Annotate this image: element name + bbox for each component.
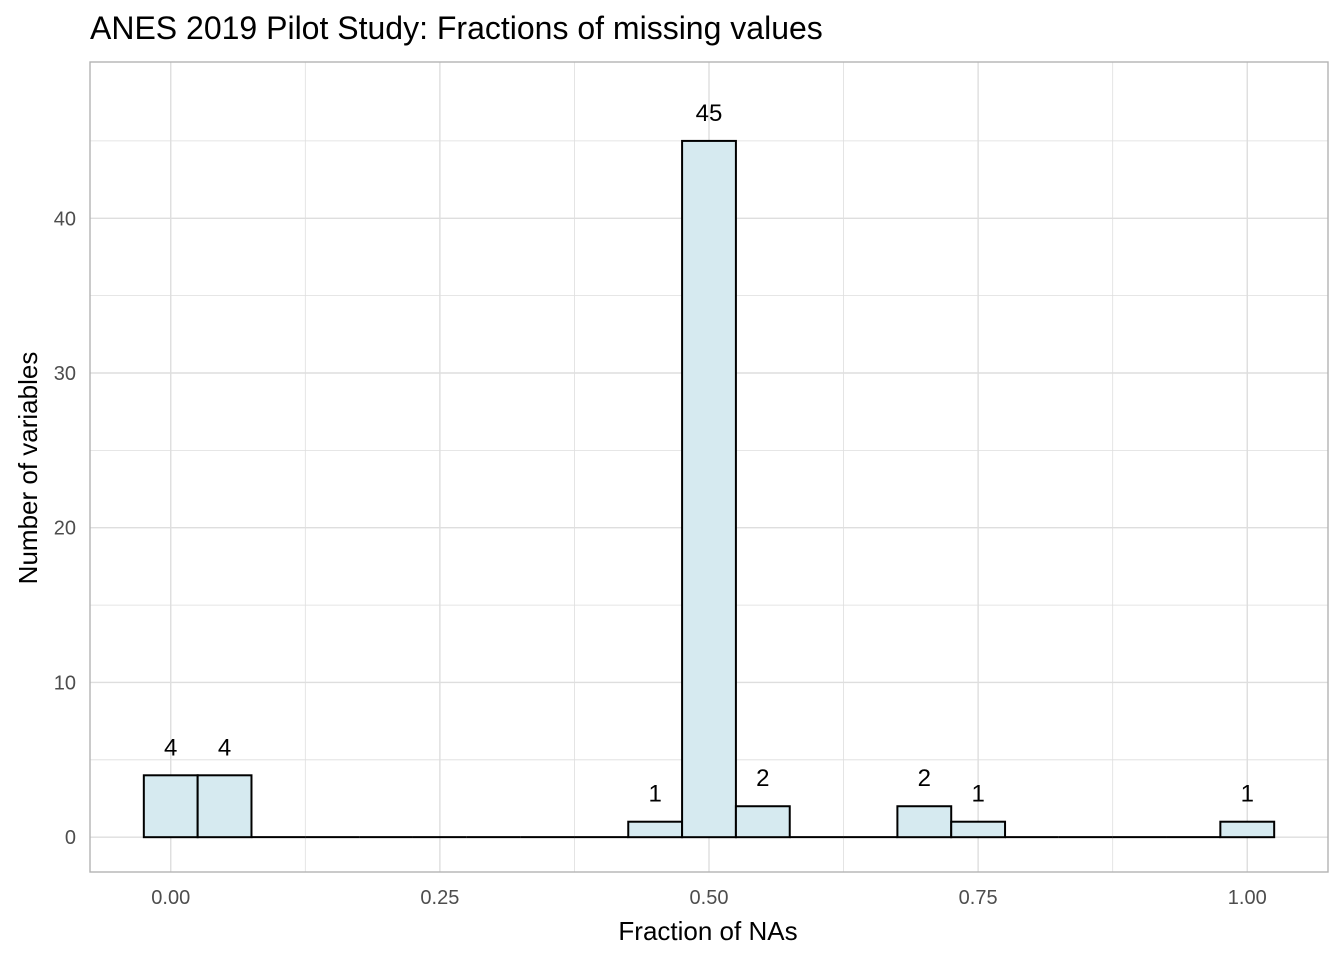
tick-labels: 0.00 0.25 0.50 0.75 1.00 0 10 20 30 40 (54, 208, 1267, 909)
panel-border (89, 61, 1329, 873)
data-labels: 4 4 1 45 2 2 1 1 (164, 100, 1254, 808)
x-tick-label: 0.25 (420, 887, 459, 909)
y-tick-label: 10 (54, 672, 76, 694)
histogram-bar (734, 805, 791, 839)
histogram-bar (1219, 820, 1276, 839)
y-tick-label: 40 (54, 208, 76, 230)
histogram-bar (896, 805, 953, 839)
bar-count-label: 1 (971, 781, 984, 808)
histogram-bar (196, 774, 253, 839)
x-tick-label: 1.00 (1228, 887, 1267, 909)
chart-title: ANES 2019 Pilot Study: Fractions of miss… (90, 10, 823, 46)
x-tick-label: 0.50 (690, 887, 729, 909)
y-tick-label: 20 (54, 518, 76, 540)
bar-count-label: 45 (696, 100, 723, 127)
bar-count-label: 1 (1241, 781, 1254, 808)
bar-count-label: 2 (918, 765, 931, 792)
bar-count-label: 4 (218, 734, 231, 761)
histogram-bar (142, 774, 199, 839)
bar-count-label: 2 (756, 765, 769, 792)
bars (142, 139, 1276, 839)
y-tick-label: 30 (54, 363, 76, 385)
x-tick-label: 0.75 (959, 887, 998, 909)
x-axis-title: Fraction of NAs (618, 916, 797, 946)
histogram-bar (681, 139, 737, 839)
x-tick-label: 0.00 (151, 887, 190, 909)
histogram-bar (627, 820, 684, 839)
bar-count-label: 1 (648, 781, 661, 808)
y-axis-title: Number of variables (13, 352, 43, 585)
histogram-bar (950, 820, 1007, 839)
y-tick-label: 0 (65, 827, 76, 849)
bar-count-label: 4 (164, 734, 177, 761)
